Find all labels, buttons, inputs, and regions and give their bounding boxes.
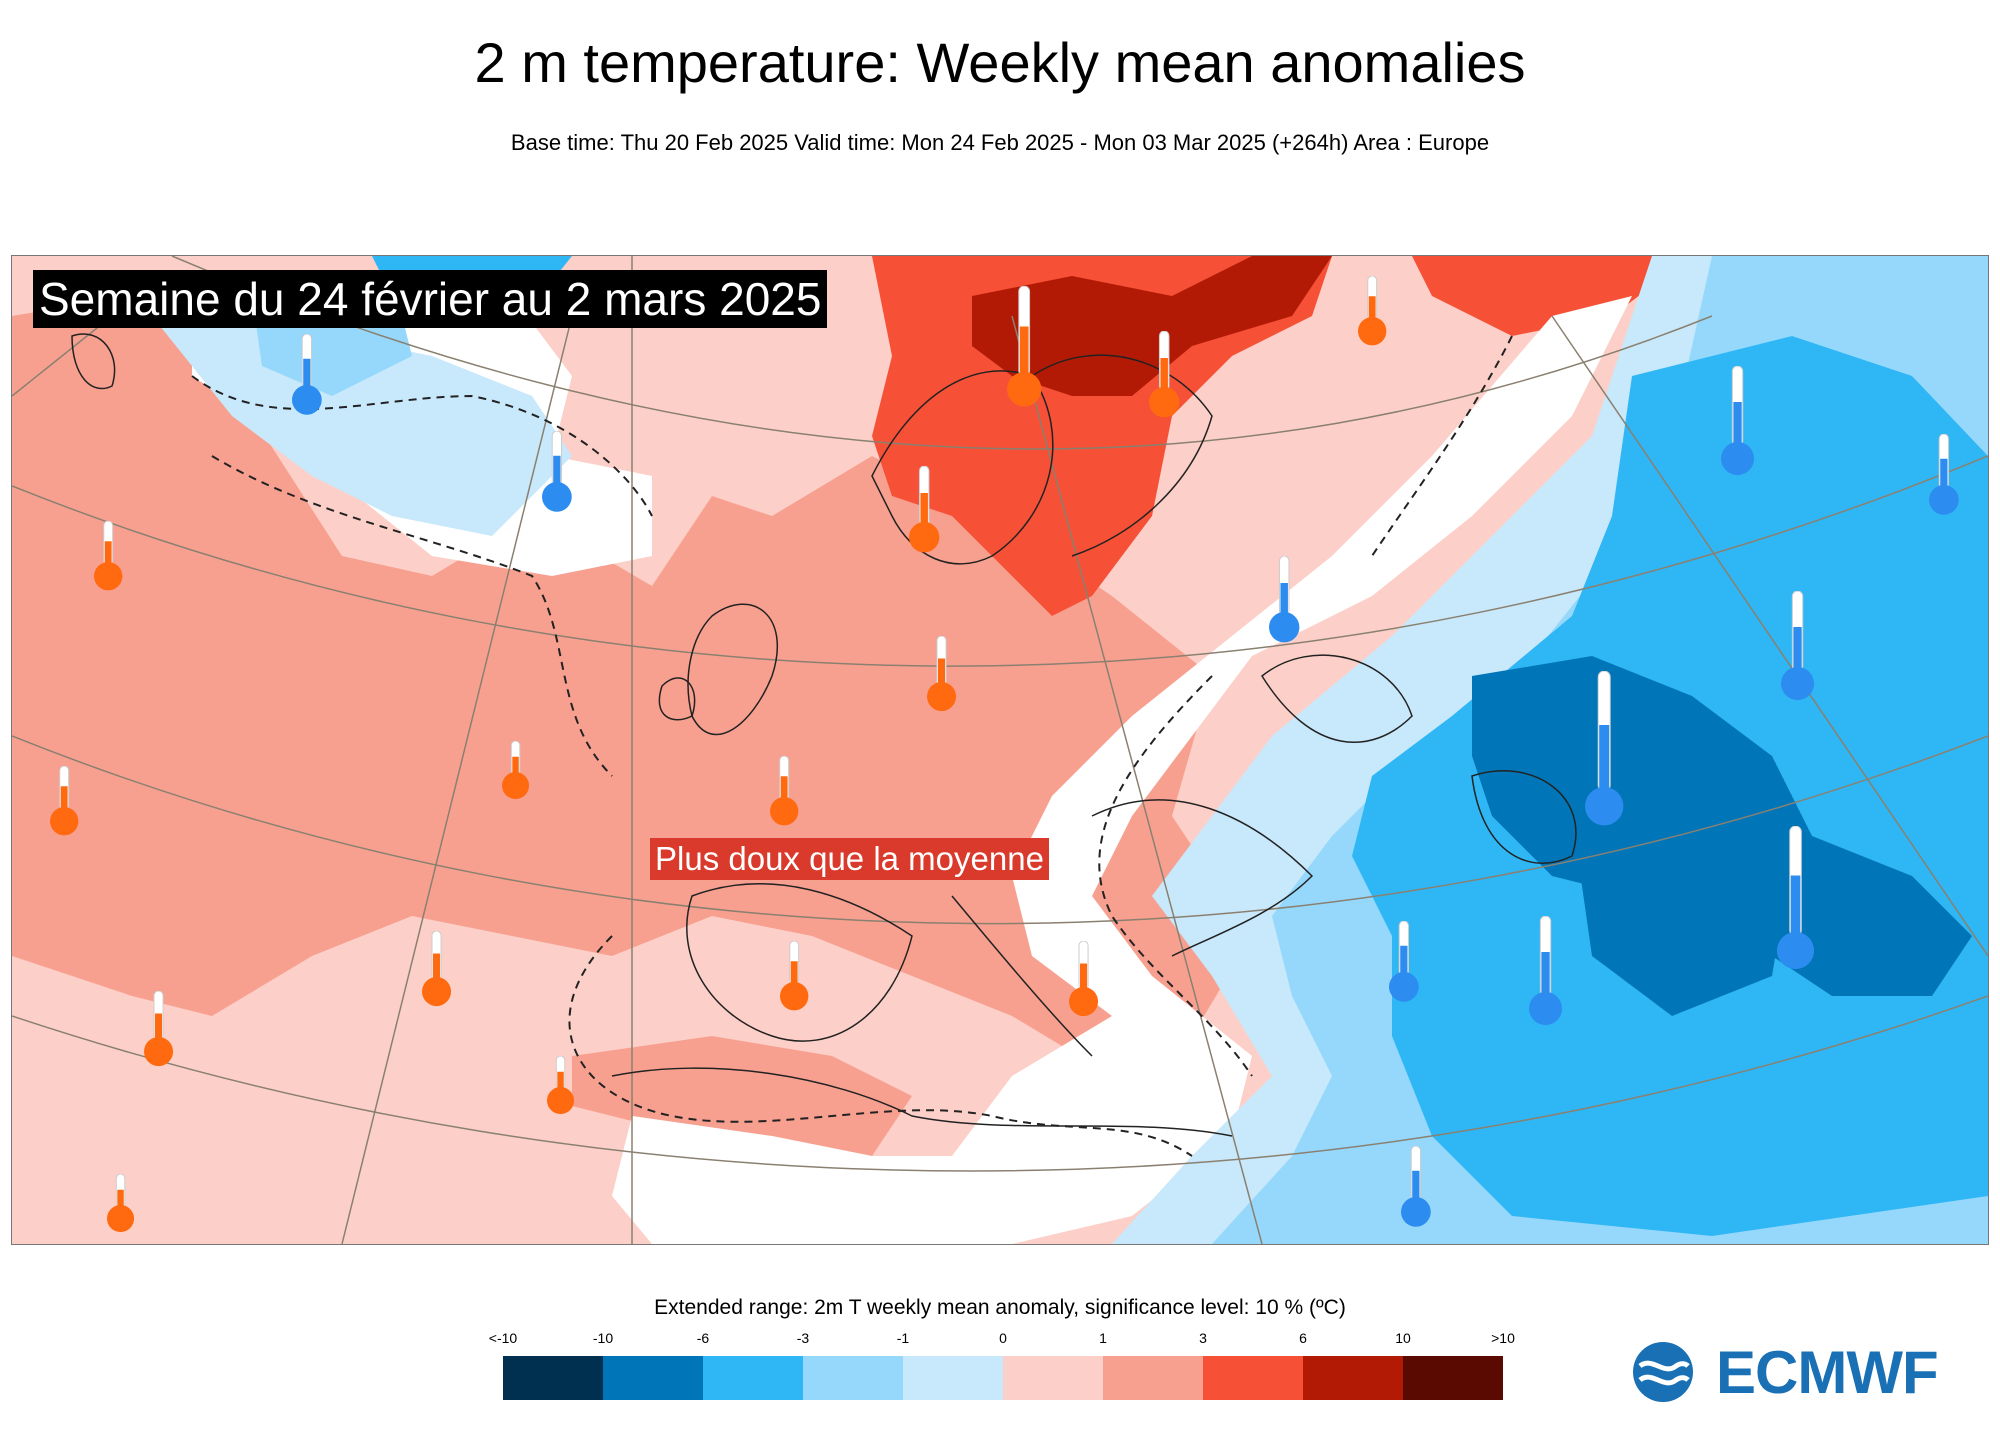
legend-swatch — [903, 1356, 1003, 1400]
legend-ticks: <-10 -10 -6 -3 -1 0 1 3 6 10 >10 — [0, 1330, 2000, 1350]
anomaly-map — [11, 255, 1989, 1245]
thermometer-warm-icon — [908, 466, 940, 553]
thermometer-warm-icon — [1357, 276, 1387, 346]
thermometer-cold-icon — [1584, 671, 1624, 826]
thermometer-cold-icon — [1721, 366, 1755, 476]
thermometer-warm-icon — [547, 1056, 575, 1115]
graticule — [12, 256, 1988, 1244]
warm-strong-north — [1412, 256, 1692, 336]
legend-swatch — [1103, 1356, 1203, 1400]
ecmwf-logo-text: ECMWF — [1716, 1338, 1939, 1406]
legend-tick-label: 6 — [1299, 1330, 1307, 1346]
legend-tick-label: 10 — [1395, 1330, 1411, 1346]
legend-swatch — [803, 1356, 903, 1400]
warm-annotation: Plus doux que la moyenne — [650, 838, 1049, 880]
legend-title: Extended range: 2m T weekly mean anomaly… — [654, 1296, 1346, 1319]
thermometer-cold-icon — [1529, 916, 1563, 1026]
legend-swatch — [1203, 1356, 1303, 1400]
thermometer-warm-icon — [93, 521, 123, 591]
legend-swatch — [1303, 1356, 1403, 1400]
legend-tick-label: 0 — [999, 1330, 1007, 1346]
thermometer-warm-icon — [1069, 941, 1099, 1017]
thermometer-warm-icon — [769, 756, 799, 826]
legend-swatch — [503, 1356, 603, 1400]
coastlines — [71, 275, 1577, 1137]
thermometer-cold-icon — [1268, 556, 1300, 643]
week-banner: Semaine du 24 février au 2 mars 2025 — [33, 270, 828, 328]
thermometer-warm-icon — [144, 991, 174, 1067]
thermometer-warm-icon — [422, 931, 452, 1007]
ecmwf-logo-icon — [1633, 1342, 1693, 1402]
legend-tick-label: 1 — [1099, 1330, 1107, 1346]
thermometer-warm-icon — [1006, 286, 1042, 407]
legend-tick-label: >10 — [1491, 1330, 1515, 1346]
legend-tick-label: -3 — [796, 1330, 810, 1346]
thermometer-warm-icon — [107, 1174, 135, 1233]
thermometer-cold-icon — [1389, 921, 1419, 1002]
ecmwf-logo: ECMWF — [1618, 1338, 1990, 1406]
significance-contours — [191, 335, 1513, 1157]
legend-tick-label: -10 — [592, 1330, 614, 1346]
thermometer-cold-icon — [292, 334, 322, 415]
legend-swatch — [1003, 1356, 1103, 1400]
thermometer-warm-icon — [927, 636, 957, 712]
page-subtitle: Base time: Thu 20 Feb 2025 Valid time: M… — [510, 130, 1490, 155]
legend-swatch — [703, 1356, 803, 1400]
thermometer-cold-icon — [1401, 1146, 1431, 1227]
thermometer-warm-icon — [49, 766, 79, 836]
legend-tick-label: -1 — [896, 1330, 910, 1346]
cool-light-region — [152, 276, 572, 536]
thermometer-cold-icon — [1777, 826, 1815, 970]
legend-swatch — [603, 1356, 703, 1400]
legend-colorbar — [503, 1356, 1503, 1400]
thermometer-cold-icon — [1781, 591, 1815, 701]
legend-tick-label: <-10 — [488, 1330, 518, 1346]
page-title: 2 m temperature: Weekly mean anomalies — [474, 31, 1526, 94]
thermometer-warm-icon — [779, 941, 809, 1011]
thermometer-warm-icon — [502, 741, 530, 800]
thermometer-cold-icon — [542, 431, 572, 512]
cool-very-blob — [1572, 776, 1792, 1016]
legend-swatch — [1403, 1356, 1503, 1400]
neutral-east-diagonal — [892, 296, 1632, 1244]
thermometer-cold-icon — [1929, 434, 1959, 515]
legend-tick-label: 3 — [1199, 1330, 1207, 1346]
legend-tick-label: -6 — [696, 1330, 710, 1346]
neutral-africa-band — [612, 1116, 1012, 1244]
thermometer-warm-icon — [1148, 331, 1180, 418]
